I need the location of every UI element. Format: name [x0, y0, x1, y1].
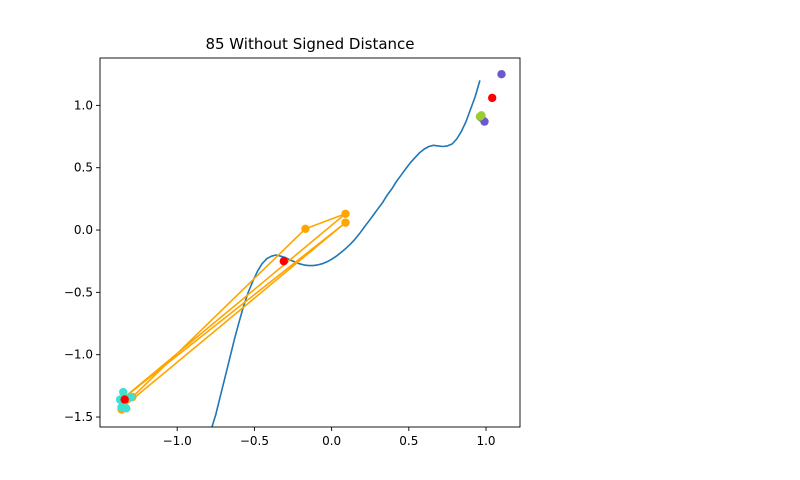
- x-tick-label: 0.0: [322, 434, 341, 448]
- x-tick-label: 0.5: [399, 434, 418, 448]
- series-0-point: [341, 218, 350, 227]
- y-tick-label: 0.5: [74, 161, 93, 175]
- x-axis: −1.0 −0.5 0.0 0.5 1.0: [163, 427, 496, 448]
- series-2-point: [279, 257, 288, 266]
- series-3-point: [497, 70, 506, 79]
- y-tick-label: −1.0: [64, 348, 93, 362]
- y-tick-label: 0.0: [74, 223, 93, 237]
- x-tick-label: 1.0: [476, 434, 495, 448]
- series-0-point: [341, 209, 350, 218]
- series-2-point: [120, 395, 129, 404]
- plot-area: [115, 70, 506, 427]
- y-tick-label: 1.0: [74, 98, 93, 112]
- series-1-point: [119, 387, 128, 397]
- series-0-point: [301, 224, 310, 233]
- x-tick-label: −1.0: [163, 434, 192, 448]
- y-tick-label: −0.5: [64, 285, 93, 299]
- y-tick-label: −1.5: [64, 410, 93, 424]
- series-2-point: [488, 93, 497, 103]
- series-0-line: [120, 213, 347, 411]
- curve-line: [211, 80, 481, 427]
- plot-frame: [99, 57, 521, 428]
- chart-title: 85 Without Signed Distance: [205, 35, 414, 53]
- x-tick-label: −0.5: [240, 434, 269, 448]
- y-axis: −1.5 −1.0 −0.5 0.0 0.5 1.0: [64, 98, 100, 424]
- series-4-point: [477, 111, 486, 120]
- series-1-point: [117, 402, 126, 412]
